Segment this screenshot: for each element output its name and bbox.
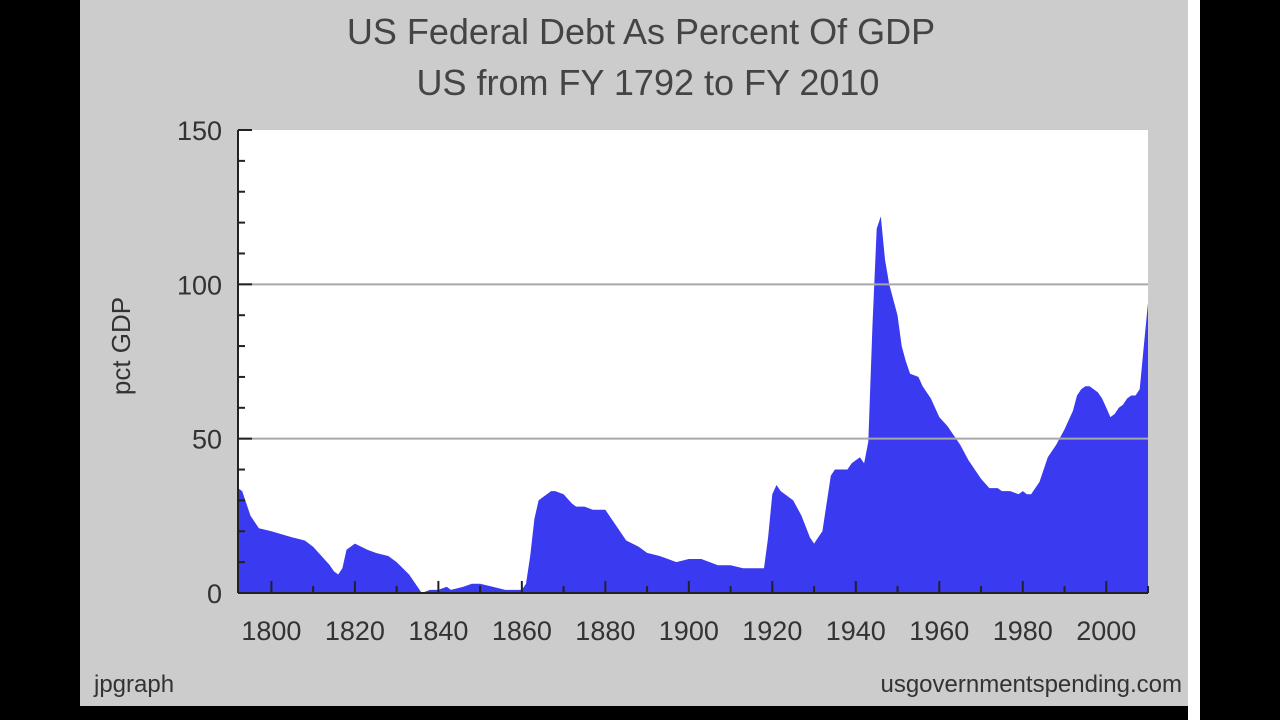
y-tick-label-100: 100 <box>177 270 222 300</box>
x-tick-label-1800: 1800 <box>241 616 301 646</box>
x-tick-label-1940: 1940 <box>826 616 886 646</box>
x-tick-label-1860: 1860 <box>492 616 552 646</box>
y-tick-label-150: 150 <box>177 116 222 146</box>
x-tick-label-1900: 1900 <box>659 616 719 646</box>
x-tick-label-1880: 1880 <box>575 616 635 646</box>
x-tick-label-1840: 1840 <box>408 616 468 646</box>
chart-subtitle: US from FY 1792 to FY 2010 <box>417 62 880 103</box>
y-tick-label-0: 0 <box>207 579 222 609</box>
frame-edge <box>1188 0 1200 720</box>
y-axis-label: pct GDP <box>106 297 136 395</box>
area-series-0 <box>238 216 1148 593</box>
x-tick-label-1960: 1960 <box>909 616 969 646</box>
credit-jpgraph: jpgraph <box>93 671 174 698</box>
x-tick-label-1820: 1820 <box>325 616 385 646</box>
frame-bottom <box>80 706 1188 720</box>
x-tick-label-2000: 2000 <box>1076 616 1136 646</box>
x-tick-label-1920: 1920 <box>742 616 802 646</box>
x-tick-label-1980: 1980 <box>993 616 1053 646</box>
chart-title: US Federal Debt As Percent Of GDP <box>347 11 935 52</box>
y-tick-label-50: 50 <box>192 425 222 455</box>
credit-source: usgovernmentspending.com <box>880 671 1182 698</box>
